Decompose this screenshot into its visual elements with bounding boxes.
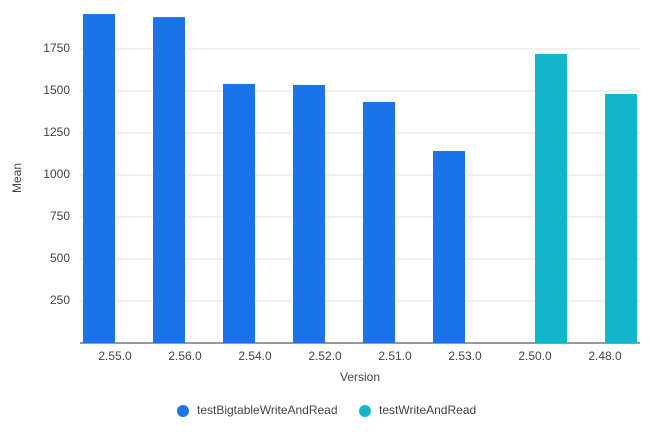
legend-label: testWriteAndRead <box>379 403 476 417</box>
bar <box>293 84 325 344</box>
legend-marker <box>359 405 371 417</box>
x-tick-label: 2.53.0 <box>448 349 482 363</box>
x-axis-title: Version <box>340 370 380 384</box>
x-tick-label: 2.54.0 <box>238 349 272 363</box>
bar <box>153 17 185 344</box>
x-tick-label: 2.51.0 <box>378 349 412 363</box>
y-tick-label: 250 <box>50 293 70 307</box>
bar <box>223 83 255 343</box>
y-axis-title: Mean <box>10 163 24 193</box>
x-tick-label: 2.55.0 <box>98 349 132 363</box>
legend-label: testBigtableWriteAndRead <box>197 403 338 417</box>
bar <box>83 14 115 343</box>
legend-marker <box>177 405 189 417</box>
x-tick-label: 2.52.0 <box>308 349 342 363</box>
bar <box>433 150 465 343</box>
y-tick-label: 1250 <box>43 125 70 139</box>
bar <box>605 94 637 343</box>
y-tick-label: 1000 <box>43 167 70 181</box>
x-tick-label: 2.48.0 <box>588 349 622 363</box>
bar <box>363 101 395 343</box>
y-tick-label: 1750 <box>43 41 70 55</box>
y-tick-label: 1500 <box>43 83 70 97</box>
x-tick-label: 2.56.0 <box>168 349 202 363</box>
y-tick-label: 500 <box>50 251 70 265</box>
y-tick-label: 750 <box>50 209 70 223</box>
bar <box>535 54 567 343</box>
x-tick-label: 2.50.0 <box>518 349 552 363</box>
